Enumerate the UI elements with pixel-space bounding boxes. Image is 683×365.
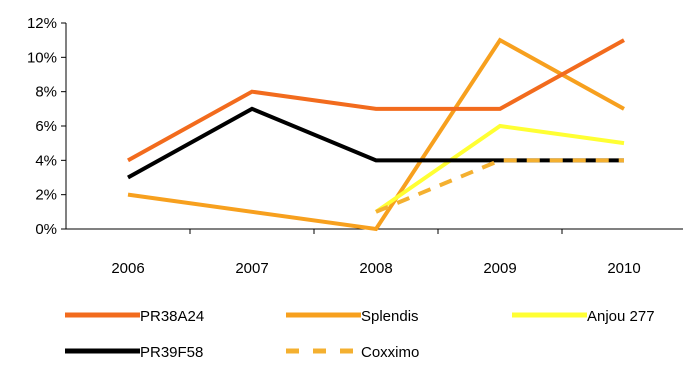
y-tick-label: 2% <box>35 187 57 204</box>
series-line-pr38a24 <box>127 38 625 163</box>
y-tick-label: 8% <box>35 84 57 101</box>
x-tick-label: 2006 <box>111 260 144 277</box>
y-ticks: 0% 2% 4% 6% 8% 10% 12% <box>27 15 66 238</box>
y-tick-label: 0% <box>35 221 57 238</box>
legend-label: PR38A24 <box>140 308 204 325</box>
x-tick-label: 2010 <box>607 260 640 277</box>
x-ticks: 2006 2007 2008 2009 2010 <box>111 229 641 277</box>
series-line-anjou-277 <box>374 123 625 214</box>
legend-label: Splendis <box>361 308 419 325</box>
y-tick-label: 12% <box>27 15 57 32</box>
series-lines <box>127 37 625 232</box>
legend-label: Coxximo <box>361 344 419 360</box>
x-tick-label: 2007 <box>235 260 268 277</box>
y-tick-label: 6% <box>35 118 57 135</box>
x-tick-label: 2008 <box>359 260 392 277</box>
x-tick-label: 2009 <box>483 260 516 277</box>
series-line-pr39f58 <box>127 106 624 180</box>
series-line-coxximo <box>375 158 624 214</box>
legend-label: PR39F58 <box>140 344 203 360</box>
y-tick-label: 10% <box>27 49 57 66</box>
legend-label: Anjou 277 <box>587 308 655 325</box>
legend: PR38A24 Splendis Anjou 277 PR39F58 Coxximo <box>65 308 655 361</box>
y-tick-label: 4% <box>35 152 57 169</box>
